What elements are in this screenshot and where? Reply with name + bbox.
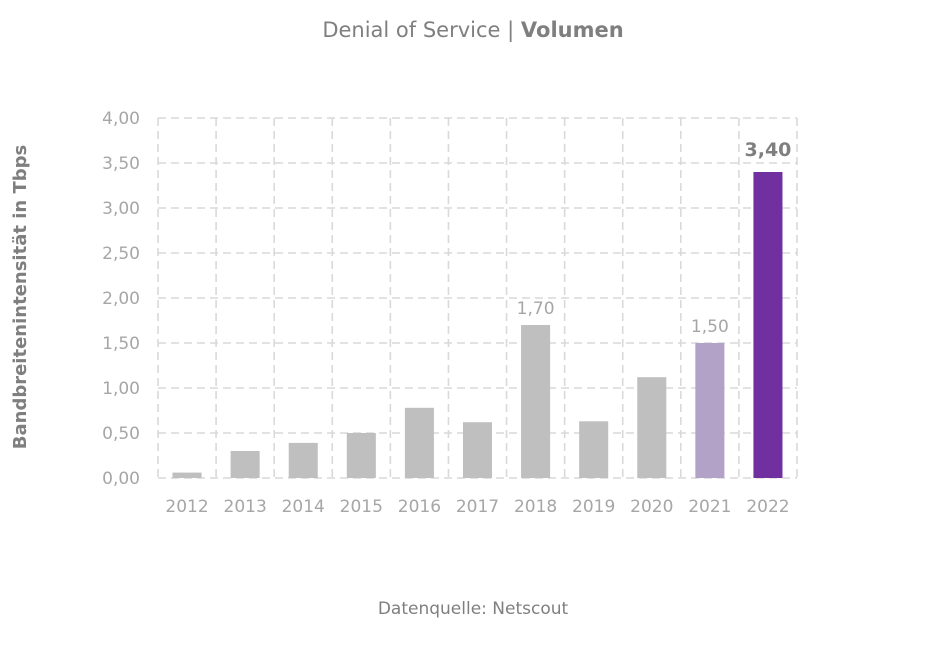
grid (157, 117, 798, 479)
y-tick-label: 4,00 (102, 109, 140, 129)
bar-2022 (753, 172, 783, 478)
bars (172, 172, 783, 478)
bar-2021 (695, 343, 725, 478)
bar-2015 (346, 433, 376, 478)
y-axis-label: Bandbreitenintensität in Tbps (10, 145, 31, 449)
y-tick-label: 2,00 (102, 289, 140, 309)
y-tick-label: 3,00 (102, 199, 140, 219)
x-tick-label: 2014 (282, 497, 325, 517)
y-tick-label: 1,00 (102, 379, 140, 399)
x-tick-label: 2021 (688, 497, 731, 517)
data-label-2018: 1,70 (517, 299, 555, 319)
x-axis-ticks: 2012 2013 2014 2015 2016 2017 2018 2019 2020 2021… (165, 497, 789, 517)
y-tick-label: 0,50 (102, 424, 140, 444)
x-tick-label: 2022 (746, 497, 789, 517)
y-tick-label: 0,00 (102, 469, 140, 489)
chart-title-separator: | (500, 18, 520, 43)
x-tick-label: 2019 (572, 497, 615, 517)
chart-title-regular: Denial of Service (322, 18, 500, 42)
data-label-2022: 3,40 (745, 139, 792, 161)
y-tick-label: 1,50 (102, 334, 140, 354)
bar-2012 (172, 472, 202, 478)
bar-2020 (637, 377, 667, 478)
x-tick-label: 2016 (398, 497, 441, 517)
x-tick-label: 2013 (224, 497, 267, 517)
data-labels: 1,70 1,50 3,40 (517, 139, 792, 337)
bar-2017 (462, 422, 493, 478)
x-tick-label: 2012 (165, 497, 208, 517)
y-tick-label: 3,50 (102, 154, 140, 174)
x-tick-label: 2017 (456, 497, 499, 517)
bar-2013 (230, 451, 260, 478)
chart-title-bold: Volumen (521, 18, 624, 42)
bar-2016 (404, 407, 434, 478)
x-tick-label: 2015 (340, 497, 383, 517)
x-tick-label: 2020 (630, 497, 673, 517)
bar-2018 (521, 325, 551, 478)
x-tick-label: 2018 (514, 497, 557, 517)
bar-2014 (288, 442, 318, 478)
bar-2019 (579, 421, 609, 478)
y-axis-ticks: 0,00 0,50 1,00 1,50 2,00 2,50 3,00 3,50 4,00 (102, 109, 140, 489)
data-label-2021: 1,50 (691, 317, 729, 337)
y-tick-label: 2,50 (102, 244, 140, 264)
source-note: Datenquelle: Netscout (378, 599, 569, 619)
chart-title: Denial of Service | Volumen (322, 18, 623, 43)
